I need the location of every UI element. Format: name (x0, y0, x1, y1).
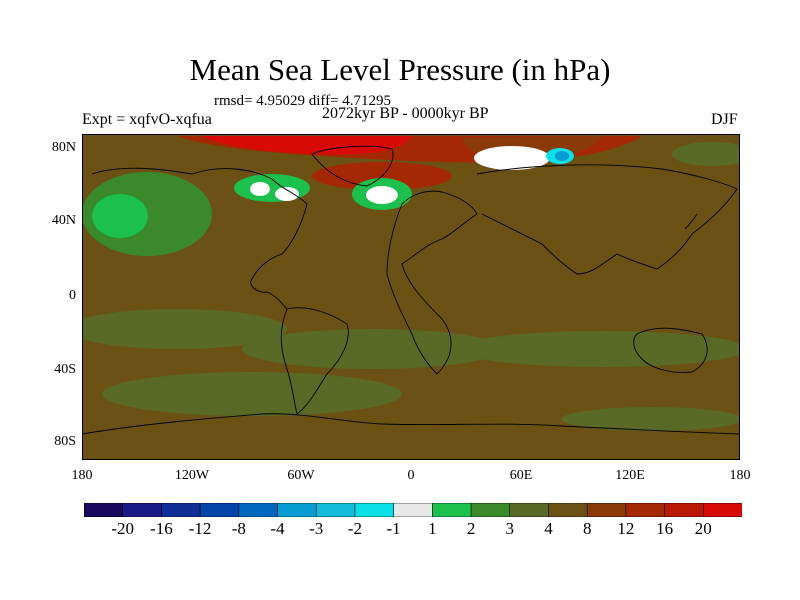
map-frame (82, 134, 740, 460)
colorbar-label-12: 8 (582, 519, 592, 538)
asia-coast (476, 164, 738, 275)
colorbar-swatch-9 (432, 503, 472, 517)
colorbar-swatch-4 (238, 503, 279, 517)
y-tick-label-80n: 80N (51, 140, 76, 155)
colorbar-label-7: -1 (386, 519, 401, 538)
barents-white (474, 146, 550, 170)
experiment-label: Expt = xqfvO-xqfua (82, 111, 212, 128)
colorbar-swatch-15 (664, 503, 704, 517)
colorbar-swatch-0 (84, 503, 124, 517)
colorbar-swatch-13 (586, 503, 627, 517)
colorbar-label-11: 4 (544, 519, 553, 538)
arctic-green (672, 142, 740, 166)
period-label: 2072kyr BP - 0000kyr BP (322, 105, 489, 122)
indian-ocean-zone (457, 331, 740, 367)
colorbar-swatch-11 (509, 503, 550, 517)
chart-title: Mean Sea Level Pressure (in hPa) (189, 52, 611, 87)
siberia-blue (555, 151, 569, 161)
south-pacific-zone-2 (562, 407, 740, 431)
x-tick-label-180e: 180 (729, 468, 751, 483)
south-america-coast (280, 307, 349, 415)
colorbar-label-13: 12 (617, 519, 635, 538)
coastlines (82, 145, 740, 435)
colorbar-label-3: -8 (231, 519, 246, 538)
south-atlantic-zone (242, 329, 502, 369)
colorbar-label-8: 1 (428, 519, 437, 538)
colorbar-swatch-7 (354, 503, 395, 517)
colorbar-swatch-5 (277, 503, 317, 517)
colorbar-swatch-12 (548, 503, 588, 517)
colorbar-label-0: -20 (111, 519, 135, 538)
south-pacific-zone (82, 309, 287, 349)
x-tick-label-60w: 60W (287, 468, 315, 483)
x-tick-label-60e: 60E (509, 468, 533, 483)
stats-label: rmsd= 4.95029 diff= 4.71295 (214, 93, 392, 109)
antarctica-coast (82, 413, 740, 435)
season-label: DJF (711, 111, 738, 128)
australia-coast (633, 327, 708, 373)
colorbar-swatch-16 (702, 503, 742, 517)
colorbar-swatch-3 (199, 503, 240, 517)
colorbar-label-4: -4 (270, 519, 285, 538)
colorbar-swatch-2 (161, 503, 201, 517)
arctic-high-core (202, 136, 412, 155)
greenland-coast (311, 145, 394, 187)
colorbar-label-10: 3 (505, 519, 515, 538)
colorbar-swatch-6 (315, 503, 356, 517)
laurentide-white-2 (275, 187, 299, 201)
colorbar-swatch-14 (625, 503, 666, 517)
x-tick-label-0: 0 (407, 468, 415, 483)
south-ocean-zone (102, 372, 402, 416)
colorbar-swatch-1 (122, 503, 163, 517)
x-tick-label-180w: 180 (71, 468, 93, 483)
y-tick-label-0: 0 (69, 288, 76, 303)
colorbar-label-15: 20 (694, 519, 712, 538)
japan-coast (684, 213, 698, 230)
colorbar-label-5: -3 (309, 519, 324, 538)
north-america-coast (91, 167, 308, 310)
x-tick-label-120w: 120W (174, 468, 210, 483)
colorbar-label-14: 16 (656, 519, 674, 538)
colorbar-swatch-8 (393, 503, 433, 517)
colorbar (84, 503, 742, 517)
scandinavia-white (366, 186, 398, 204)
colorbar-label-2: -12 (188, 519, 212, 538)
laurentide-white-1 (250, 182, 270, 196)
colorbar-swatch-10 (470, 503, 511, 517)
y-tick-label-80s: 80S (54, 434, 76, 449)
colorbar-label-6: -2 (347, 519, 362, 538)
x-tick-label-120e: 120E (615, 468, 645, 483)
north-pacific-inner (92, 194, 148, 238)
colorbar-label-1: -16 (150, 519, 173, 538)
pressure-map (82, 134, 740, 460)
y-tick-label-40s: 40S (54, 362, 76, 377)
colorbar-label-9: 2 (466, 519, 476, 538)
y-tick-label-40n: 40N (51, 213, 76, 228)
europe-africa-coast (386, 190, 478, 375)
